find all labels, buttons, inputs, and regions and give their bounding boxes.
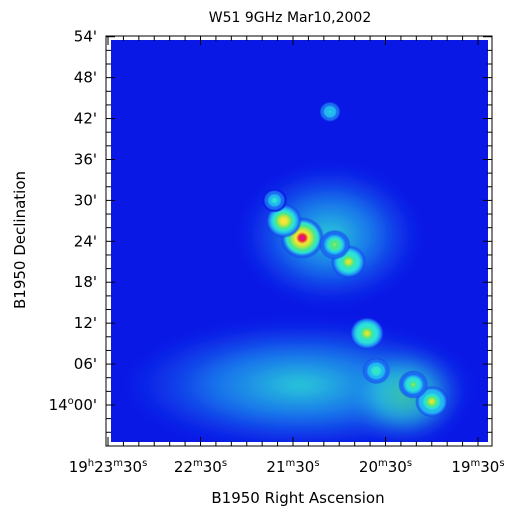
x-tick-label: 19m30s [451,458,504,476]
x-tick-label: 21m30s [266,458,319,476]
x-tick-h: 19 [69,458,88,476]
y-tick-label: 14o00' [49,396,97,414]
source-layer [261,100,449,418]
x-tick-unit-s: s [407,458,412,469]
x-tick-unit-s: s [314,458,319,469]
x-tick-unit-s: s [142,458,147,469]
x-ticks: 19h23m30s 22m30s 21m30s 20m30s 19m30s [69,36,505,476]
radio-source [317,100,343,124]
y-tick-label: 48' [74,69,97,87]
x-tick-unit-m: m [378,458,388,469]
x-tick-label: 20m30s [359,458,412,476]
y-tick-arcmin: 00' [74,396,97,414]
x-tick-label: 22m30s [174,458,227,476]
x-axis-label: B1950 Right Ascension [211,489,384,507]
x-tick-unit-h: h [88,458,94,469]
x-tick-s: 30 [480,458,499,476]
chart-title: W51 9GHz Mar10,2002 [209,10,372,26]
y-tick-label: 30' [74,191,97,209]
y-tick-label: 24' [74,232,97,250]
y-ticks: 54' 48' 42' 36' 30' 24' 18' 12' 06' 14o00' [49,28,492,433]
plot-area [111,40,488,442]
x-tick-s: 30 [388,458,407,476]
x-tick-unit-s: s [499,458,504,469]
y-tick-label: 54' [74,28,97,46]
degree-symbol: o [68,396,74,407]
x-tick-m: 19 [451,458,470,476]
radio-source [398,370,429,399]
x-tick-unit-m: m [286,458,296,469]
y-tick-label: 42' [74,110,97,128]
radio-source [318,229,351,260]
x-tick-m: 23 [94,458,113,476]
y-tick-label: 12' [74,314,97,332]
y-tick-label: 06' [74,355,97,373]
y-tick-degrees: 14 [49,396,68,414]
y-tick-label: 36' [74,150,97,168]
x-tick-m: 21 [266,458,285,476]
radio-source [362,357,391,385]
x-tick-unit-s: s [222,458,227,469]
x-tick-m: 20 [359,458,378,476]
radio-source [261,188,288,213]
x-tick-label: 19h23m30s [69,458,148,476]
x-tick-unit-m: m [113,458,123,469]
x-tick-unit-m: m [193,458,203,469]
x-tick-s: 30 [203,458,222,476]
x-tick-m: 22 [174,458,193,476]
x-tick-unit-m: m [471,458,481,469]
radio-source [349,317,385,350]
y-tick-label: 18' [74,273,97,291]
x-tick-s: 30 [295,458,314,476]
y-axis-label: B1950 Declination [11,171,29,309]
x-tick-s: 30 [123,458,142,476]
